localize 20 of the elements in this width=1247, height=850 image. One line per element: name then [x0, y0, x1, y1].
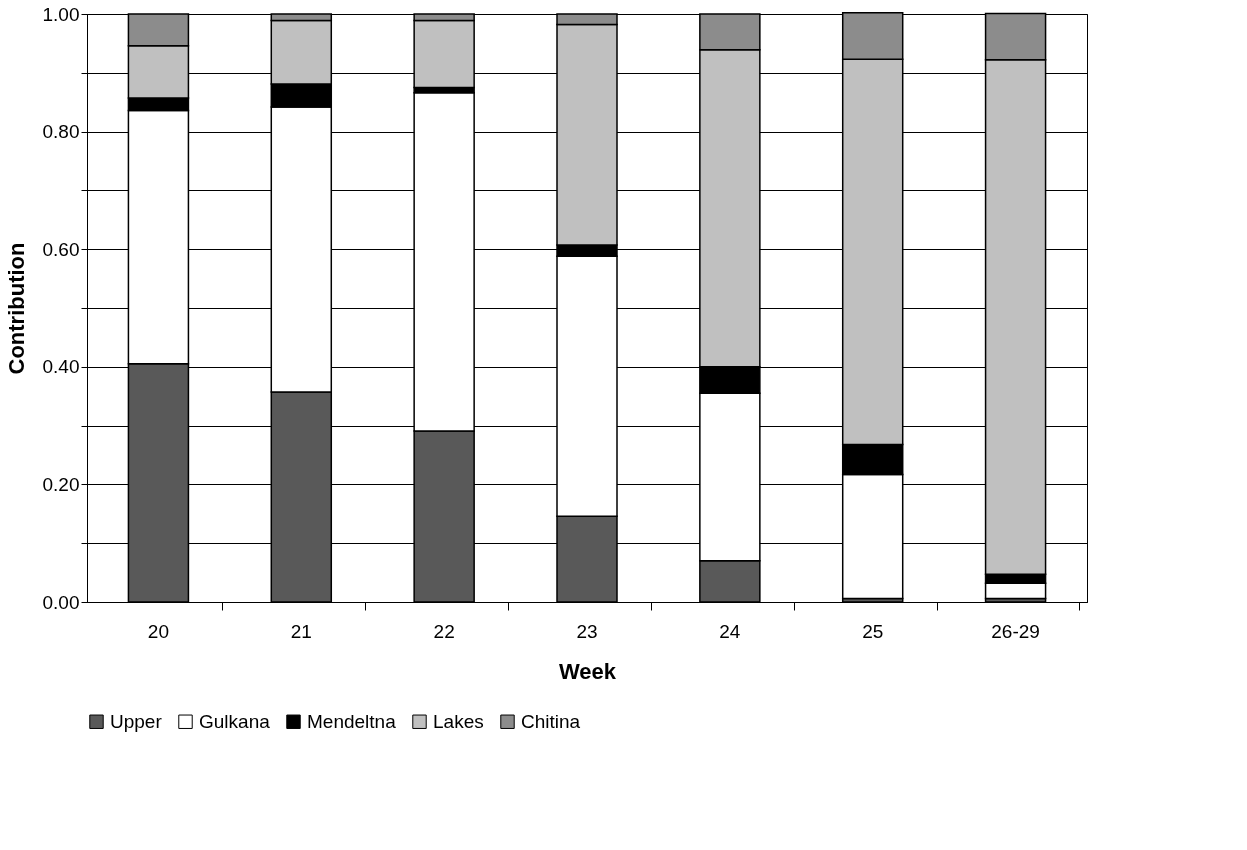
y-tick-label: 0.00 [42, 591, 80, 613]
legend-label: Mendeltna [307, 710, 397, 732]
legend-label: Upper [110, 710, 163, 732]
y-tick-label: 0.80 [42, 121, 80, 143]
x-tick-label: 20 [147, 620, 169, 642]
x-axis-title: Week [558, 658, 617, 684]
x-tick-label: 25 [862, 620, 884, 642]
legend-label: Gulkana [199, 710, 271, 732]
y-tick-label: 0.20 [42, 473, 80, 495]
x-tick-label: 22 [433, 620, 455, 642]
legend-label: Lakes [433, 710, 484, 732]
legend-label: Chitina [521, 710, 581, 732]
y-axis-title: Contribution [3, 242, 29, 375]
x-tick-label: 23 [576, 620, 598, 642]
x-tick-label: 26-29 [991, 620, 1040, 642]
y-tick-label: 1.00 [42, 3, 80, 25]
x-tick-label: 24 [719, 620, 741, 642]
x-tick-label: 21 [290, 620, 312, 642]
y-tick-label: 0.60 [42, 238, 80, 260]
y-tick-label: 0.40 [42, 356, 80, 378]
